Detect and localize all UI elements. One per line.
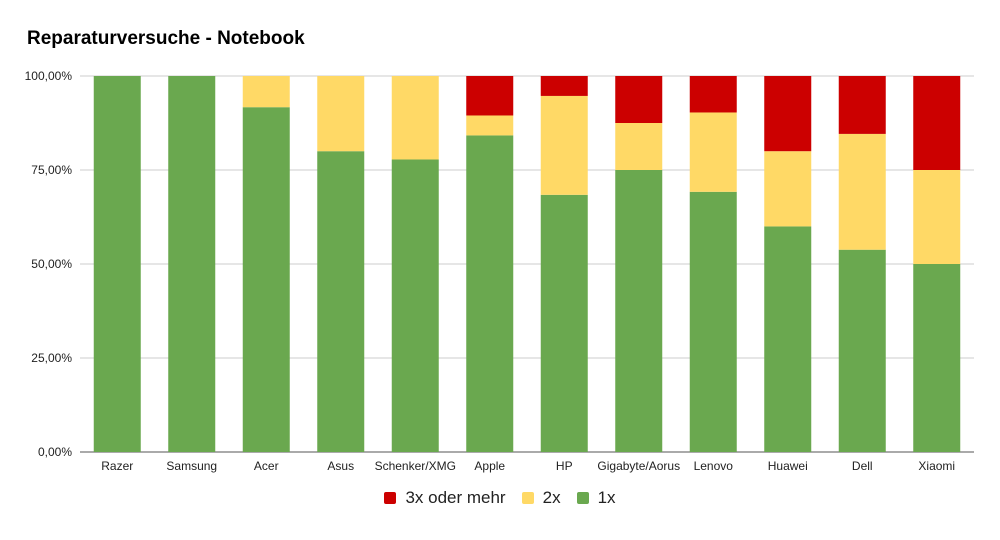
legend-swatch: [576, 492, 589, 504]
bar-segment-apple-3x-oder-mehr: [466, 76, 514, 116]
bar-segment-gigabyte-aorus-3x-oder-mehr: [615, 76, 663, 123]
bar-segment-xiaomi-3x-oder-mehr: [913, 76, 961, 170]
x-tick-label: Huawei: [768, 459, 808, 473]
legend-label: 2x: [542, 488, 561, 507]
x-tick-label: Asus: [327, 459, 354, 473]
bar-segment-asus-2x: [317, 76, 365, 152]
x-tick-label: Apple: [474, 459, 505, 473]
bar-segment-dell-2x: [838, 133, 886, 250]
bar-segment-lenovo-2x: [689, 112, 737, 192]
bar-segment-huawei-2x: [764, 151, 812, 227]
legend-swatch: [384, 492, 397, 504]
x-tick-label: Acer: [254, 459, 279, 473]
bar-segment-schenker-xmg-2x: [391, 76, 439, 160]
bar-segment-dell-3x-oder-mehr: [838, 76, 886, 134]
y-tick-label: 100,00%: [25, 69, 73, 83]
y-tick-label: 0,00%: [38, 445, 72, 459]
bar-segment-acer-2x: [242, 76, 290, 108]
x-tick-label: Dell: [852, 459, 873, 473]
bar-segment-apple-2x: [466, 115, 514, 136]
x-tick-label: Xiaomi: [918, 459, 955, 473]
x-tick-label: Razer: [101, 459, 133, 473]
bar-segment-gigabyte-aorus-2x: [615, 123, 663, 170]
bar-segment-razer-1x: [93, 76, 141, 452]
legend-label: 1x: [597, 488, 616, 507]
bar-segment-schenker-xmg-1x: [391, 159, 439, 453]
x-tick-label: Samsung: [166, 459, 217, 473]
bar-segment-dell-1x: [838, 249, 886, 452]
legend-swatch: [521, 492, 534, 504]
bar-segment-hp-3x-oder-mehr: [540, 76, 588, 96]
bar-segment-hp-2x: [540, 95, 588, 195]
legend-label: 3x oder mehr: [405, 488, 506, 507]
bar-segment-huawei-1x: [764, 226, 812, 452]
bar-segment-lenovo-3x-oder-mehr: [689, 76, 737, 113]
bar-segment-huawei-3x-oder-mehr: [764, 76, 812, 152]
bar-segment-asus-1x: [317, 151, 365, 452]
x-tick-label: Gigabyte/Aorus: [597, 459, 680, 473]
bar-segment-acer-1x: [242, 107, 290, 452]
bar-segment-lenovo-1x: [689, 191, 737, 453]
x-tick-label: Schenker/XMG: [375, 459, 456, 473]
bar-segment-apple-1x: [466, 135, 514, 452]
legend-item: 1x: [576, 488, 616, 508]
x-tick-label: Lenovo: [694, 459, 734, 473]
x-tick-label: HP: [556, 459, 573, 473]
legend-item: 3x oder mehr: [384, 488, 506, 508]
y-tick-label: 25,00%: [31, 351, 72, 365]
legend-item: 2x: [521, 488, 561, 508]
y-tick-label: 50,00%: [31, 257, 72, 271]
bar-segment-gigabyte-aorus-1x: [615, 170, 663, 452]
y-tick-label: 75,00%: [31, 163, 72, 177]
bar-segment-xiaomi-1x: [913, 264, 961, 452]
bar-segment-xiaomi-2x: [913, 170, 961, 264]
chart-legend: 3x oder mehr 2x 1x: [0, 488, 1000, 508]
bar-segment-samsung-1x: [168, 76, 216, 452]
bar-segment-hp-1x: [540, 194, 588, 453]
chart-title: Reparaturversuche - Notebook: [27, 28, 305, 49]
